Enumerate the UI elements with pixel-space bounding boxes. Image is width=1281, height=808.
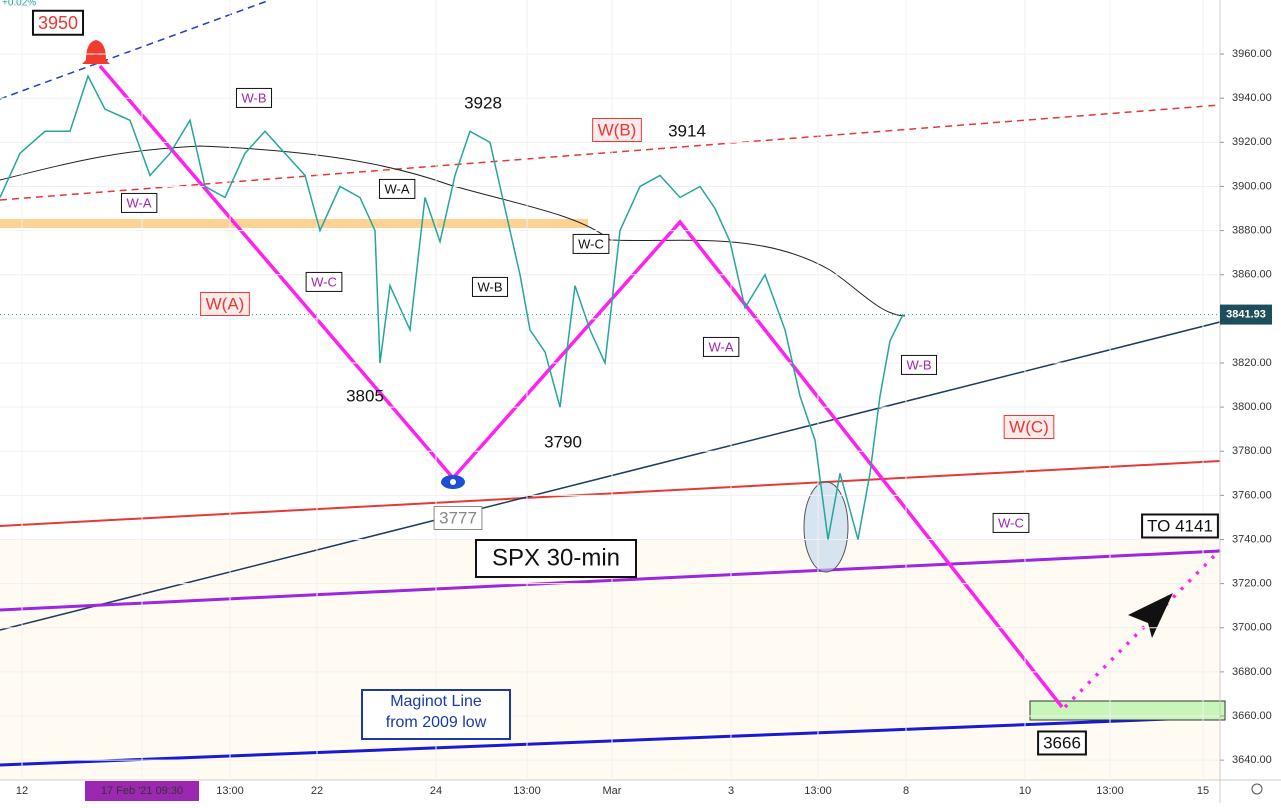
annotation: 3914	[668, 121, 706, 140]
annotation: from 2009 low	[386, 714, 487, 731]
y-tick-label: 3920.00	[1232, 136, 1272, 148]
annotation-box	[120, 192, 158, 213]
x-tick-label: 13:00	[1096, 785, 1124, 797]
annotation: W-C	[998, 515, 1024, 530]
annotation: W-B	[906, 357, 931, 372]
x-tick-label: 12	[16, 785, 28, 797]
price-tag	[1220, 304, 1272, 325]
price-line	[0, 74, 904, 540]
top-note: +0.02%	[2, 0, 36, 9]
y-tick-label: 3960.00	[1232, 48, 1272, 60]
date-highlight	[85, 781, 199, 801]
x-tick-label: 13:00	[216, 785, 244, 797]
annotation: W(B)	[598, 120, 637, 139]
x-tick-label: 15	[1197, 785, 1209, 797]
annotation: 3928	[464, 93, 502, 112]
y-tick-label: 3900.00	[1232, 180, 1272, 192]
annotation: 3805	[346, 386, 384, 405]
annotation-box	[200, 291, 250, 316]
price-tag-label: 3841.93	[1226, 308, 1266, 320]
annotation-box	[235, 87, 273, 108]
trend-line	[0, 549, 1221, 612]
annotation: W-A	[708, 339, 733, 354]
trend-line	[0, 460, 1221, 527]
y-tick-label: 3720.00	[1232, 578, 1272, 590]
annotation: 3666	[1043, 733, 1081, 752]
annotation-box	[1141, 513, 1219, 539]
annotation-box	[31, 9, 85, 36]
annotation-box	[592, 117, 642, 142]
annotation-box	[900, 354, 938, 375]
annotation: Maginot Line	[390, 693, 482, 710]
annotation-box	[433, 505, 483, 530]
annotation: W-B	[477, 279, 502, 294]
annotation-box	[702, 336, 740, 357]
x-tick-label: 13:00	[513, 785, 541, 797]
note-box	[361, 689, 511, 740]
y-tick-label: 3820.00	[1232, 357, 1272, 369]
annotation-box	[1003, 414, 1055, 439]
y-tick-label: 3640.00	[1232, 754, 1272, 766]
annotation-box	[471, 276, 509, 297]
x-tick-label: 3	[728, 785, 734, 797]
annotation: 3950	[38, 13, 78, 33]
annotation: W(A)	[206, 294, 245, 313]
x-tick-label: 8	[903, 785, 909, 797]
y-tick-label: 3760.00	[1232, 489, 1272, 501]
annotation: W-C	[311, 274, 337, 289]
title-box	[475, 539, 637, 578]
y-tick-label: 3940.00	[1232, 92, 1272, 104]
y-tick-label: 3680.00	[1232, 666, 1272, 678]
annotation-box	[1037, 730, 1087, 756]
annotation: 3790	[544, 432, 582, 451]
annotation: W-A	[126, 195, 151, 210]
moving-average	[0, 145, 906, 317]
x-tick-label: 10	[1019, 785, 1031, 797]
annotation: TO 4141	[1147, 516, 1213, 535]
annotation: W-A	[384, 181, 409, 196]
x-tick-label: 17 Feb '21 09:30	[101, 785, 183, 797]
annotation-box	[305, 271, 343, 292]
annotation-box	[572, 233, 610, 254]
y-tick-label: 3780.00	[1232, 445, 1272, 457]
y-tick-label: 3660.00	[1232, 710, 1272, 722]
y-tick-label: 3880.00	[1232, 224, 1272, 236]
annotation-box	[378, 178, 416, 199]
annotation: W(C)	[1009, 417, 1049, 436]
annotation: W-C	[578, 236, 604, 251]
settings-icon[interactable]	[1251, 783, 1263, 795]
maginot-line	[0, 715, 1221, 767]
resistance-band	[0, 219, 588, 228]
chart-title: SPX 30-min	[492, 544, 620, 571]
y-tick-label: 3700.00	[1232, 622, 1272, 634]
x-tick-label: Mar	[603, 785, 622, 797]
wave-projection	[1063, 548, 1222, 709]
y-tick-label: 3740.00	[1232, 533, 1272, 545]
arrow	[1128, 593, 1173, 638]
annotation-box	[992, 512, 1030, 533]
x-tick-label: 13:00	[804, 785, 832, 797]
annotation: 3777	[439, 508, 477, 527]
annotation: W-B	[241, 90, 266, 105]
x-tick-label: 22	[311, 785, 323, 797]
trend-line	[0, 321, 1221, 631]
eye-icon	[450, 479, 456, 485]
alert-icon	[82, 40, 110, 64]
target-zone	[1029, 700, 1226, 721]
y-tick-label: 3800.00	[1232, 401, 1272, 413]
y-tick-label: 3860.00	[1232, 269, 1272, 281]
x-tick-label: 24	[430, 785, 442, 797]
